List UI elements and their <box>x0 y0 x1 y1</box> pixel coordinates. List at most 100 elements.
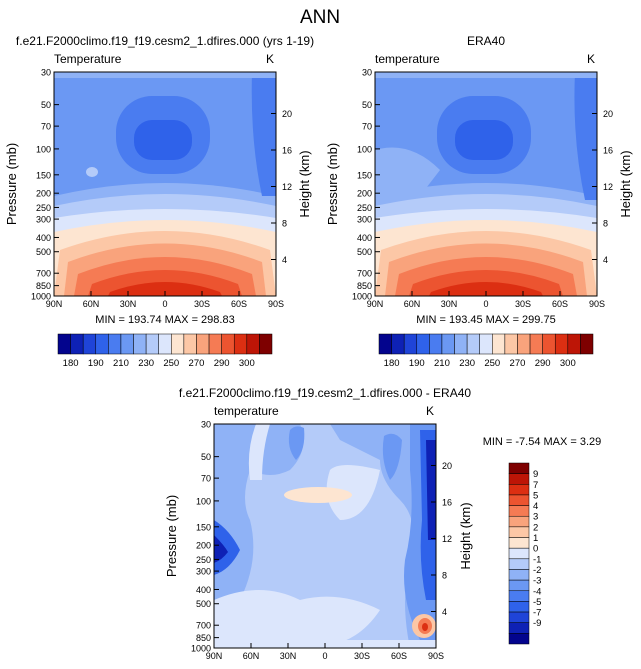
colorbar-label: 300 <box>239 358 255 369</box>
y2-tick-label: 20 <box>282 109 292 119</box>
y-tick-label: 300 <box>196 567 211 577</box>
x-tick-label: 0 <box>162 299 167 309</box>
colorbar-label: 290 <box>214 358 230 369</box>
colorbar-swatch <box>492 333 506 355</box>
y-tick-label: 70 <box>41 122 51 132</box>
y-tick-label: 50 <box>201 452 211 462</box>
y-tick-label: 500 <box>36 247 51 257</box>
y-tick-label: 1000 <box>191 644 211 654</box>
y-tick-label: 250 <box>357 203 372 213</box>
y2-axis-label: Height (km) <box>458 502 473 569</box>
panel-title: f.e21.F2000climo.f19_f19.cesm2_1.dfires.… <box>16 34 314 48</box>
colorbar-swatch <box>508 526 530 538</box>
colorbar-label: -3 <box>533 576 541 587</box>
colorbar-swatch <box>391 333 405 355</box>
y2-tick-label: 12 <box>282 182 292 192</box>
y2-tick-label: 16 <box>603 145 613 155</box>
y2-tick-label: 20 <box>603 109 613 119</box>
y-tick-label: 850 <box>196 633 211 643</box>
colorbar-swatch <box>158 333 172 355</box>
y2-tick-label: 12 <box>603 182 613 192</box>
colorbar-label: 230 <box>138 358 154 369</box>
colorbar-swatch <box>508 515 530 528</box>
contour-field <box>214 424 436 648</box>
colorbar-swatch <box>567 333 581 355</box>
colorbar-swatch <box>454 333 468 355</box>
colorbar-swatch <box>171 333 185 355</box>
colorbar-swatch <box>208 333 222 355</box>
x-tick-label: 90S <box>428 651 444 661</box>
panel-obs: ERA40 temperature K Pressure (mb) Height… <box>325 34 633 326</box>
colorbar-swatch <box>504 333 518 355</box>
x-tick-label: 90S <box>589 299 605 309</box>
y-tick-label: 50 <box>41 100 51 110</box>
colorbar-label: 3 <box>533 512 538 523</box>
y-tick-label: 200 <box>36 189 51 199</box>
colorbar-label: 190 <box>409 358 425 369</box>
x-tick-label: 30N <box>120 299 137 309</box>
colorbar-swatch <box>508 484 530 496</box>
y2-tick-label: 12 <box>442 534 452 544</box>
colorbar-label: -2 <box>533 565 541 576</box>
x-tick-label: 60S <box>391 651 407 661</box>
panel-title: f.e21.F2000climo.f19_f19.cesm2_1.dfires.… <box>179 386 471 400</box>
y-tick-label: 850 <box>36 281 51 291</box>
panel-subtitle-left: Temperature <box>54 52 122 66</box>
contour-field <box>375 72 597 296</box>
colorbar-swatch <box>70 333 84 355</box>
colorbar-swatch <box>580 333 594 355</box>
colorbar: 180 190 210 230 250 270 290 300 <box>57 333 273 369</box>
y-tick-label: 1000 <box>31 292 51 302</box>
panel-units: K <box>266 52 274 66</box>
y-tick-label: 100 <box>36 144 51 154</box>
colorbar-label: -9 <box>533 618 541 629</box>
colorbar-swatch <box>508 622 530 634</box>
x-tick-label: 90S <box>268 299 284 309</box>
colorbar-label: 4 <box>533 501 538 512</box>
colorbar-swatch <box>508 569 530 581</box>
y2-tick-label: 20 <box>442 461 452 471</box>
colorbar-swatch <box>508 547 530 560</box>
colorbar-swatch <box>529 333 543 355</box>
colorbar-swatch <box>508 601 530 613</box>
y2-tick-label: 16 <box>442 497 452 507</box>
colorbar-swatch <box>133 333 147 355</box>
y-tick-label: 30 <box>201 420 211 430</box>
y-tick-label: 30 <box>362 68 372 78</box>
y-tick-label: 400 <box>36 233 51 243</box>
colorbar-swatch <box>508 611 530 623</box>
panel-units: K <box>587 52 595 66</box>
x-tick-label: 60S <box>231 299 247 309</box>
y-tick-label: 400 <box>357 233 372 243</box>
y-tick-label: 150 <box>196 522 211 532</box>
colorbar-swatch <box>246 333 260 355</box>
panel-title: ERA40 <box>467 34 505 48</box>
y-tick-label: 200 <box>357 189 372 199</box>
y-axis-label: Pressure (mb) <box>164 495 179 577</box>
colorbar: 180 190 210 230 250 270 290 300 <box>378 333 594 369</box>
colorbar-swatch <box>508 494 530 506</box>
y2-tick-label: 8 <box>442 570 447 580</box>
colorbar-label: 210 <box>113 358 129 369</box>
y2-tick-label: 8 <box>282 218 287 228</box>
colorbar-label: -5 <box>533 597 541 608</box>
page-title: ANN <box>300 7 340 28</box>
y-tick-label: 70 <box>201 474 211 484</box>
colorbar-swatch <box>441 333 455 355</box>
y2-axis-label: Height (km) <box>618 150 633 217</box>
colorbar-label: 230 <box>459 358 475 369</box>
x-tick-label: 30N <box>441 299 458 309</box>
colorbar-label: 1 <box>533 533 538 544</box>
panel-subtitle-left: temperature <box>214 404 279 418</box>
colorbar-label: 270 <box>510 358 526 369</box>
x-tick-label: 30S <box>354 651 370 661</box>
colorbar-swatch <box>221 333 235 355</box>
colorbar-swatch <box>542 333 556 355</box>
colorbar-swatch <box>183 333 197 355</box>
y-tick-label: 500 <box>357 247 372 257</box>
axes-layer: 3050701001502002503004005007008501000201… <box>31 68 613 662</box>
